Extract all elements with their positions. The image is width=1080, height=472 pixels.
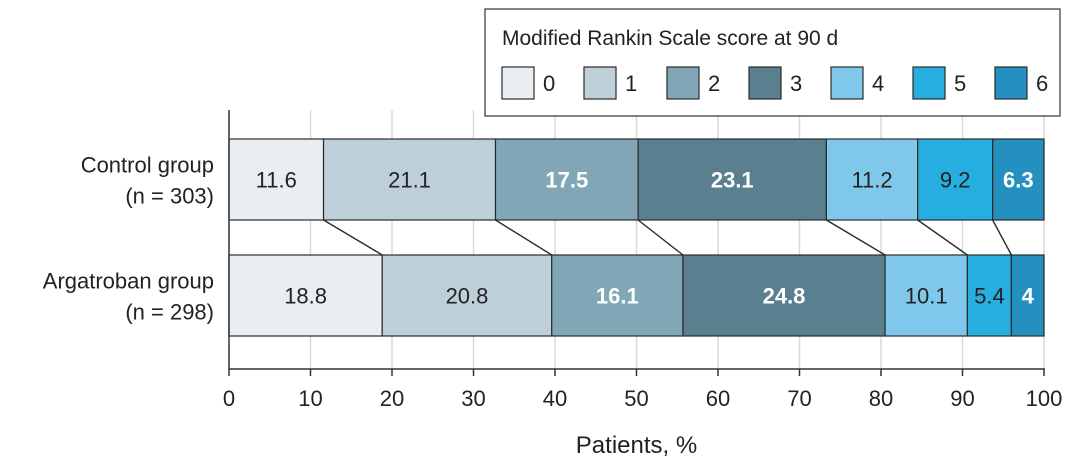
bar-value-label: 18.8 [284,284,327,309]
x-tick-label: 80 [869,386,893,411]
bar-value-label: 20.8 [446,284,489,309]
legend-label: 6 [1036,71,1048,96]
legend-swatch-4 [830,66,864,100]
legend-title: Modified Rankin Scale score at 90 d [502,27,838,50]
legend-swatch-3 [748,66,782,100]
x-tick-label: 100 [1026,386,1063,411]
x-tick-label: 40 [543,386,567,411]
bar-value-label: 21.1 [388,168,431,193]
legend-box [484,8,1061,117]
legend-swatch-0 [501,66,535,100]
legend-label: 2 [708,71,720,96]
x-tick-label: 50 [624,386,648,411]
bars: 11.6 21.1 17.5 23.1 11.2 9.2 6.3 18.8 20.8 16.1 24… [228,138,1045,337]
x-tick-label: 10 [298,386,322,411]
connector-line [637,219,684,256]
bar-value-label: 11.2 [851,168,892,193]
legend-swatch-1 [583,66,617,100]
legend-label: 0 [543,71,555,96]
x-tick-label: 90 [950,386,974,411]
bar-value-label: 4 [1022,284,1035,309]
connector-line [826,219,886,256]
connector-lines [323,219,1013,256]
legend-label: 5 [954,71,966,96]
bar-value-label: 16.1 [596,284,639,309]
connector-line [992,219,1013,256]
connector-line [495,219,553,256]
bar-value-label: 17.5 [545,168,588,193]
bar-value-label: 24.8 [763,284,806,309]
group-label-n: (n = 303) [125,184,214,209]
bar-segment-score-1 [381,254,553,337]
x-tick-label: 70 [787,386,811,411]
bar-value-label: 11.6 [256,168,297,193]
bar-segment-score-6 [992,138,1045,221]
bar-segment-score-6 [1010,254,1045,337]
bar-value-label: 5.4 [974,284,1005,309]
x-tick-label: 60 [706,386,730,411]
x-tick-label: 0 [223,386,235,411]
x-tick-label: 20 [380,386,404,411]
bar-value-label: 9.2 [940,168,971,193]
bar-segment-score-5 [917,138,994,221]
bar-segment-score-1 [322,138,497,221]
legend-label: 3 [790,71,802,96]
bar-segment-score-2 [551,254,684,337]
connector-line [323,219,383,256]
connector-line [917,219,968,256]
legend-swatch-2 [666,66,700,100]
bar-segment-score-4 [884,254,968,337]
legend-label: 4 [872,71,884,96]
legend-swatch-6 [994,66,1028,100]
group-label-name: Control group [81,153,214,178]
legend-swatch-5 [912,66,946,100]
bar-segment-score-5 [966,254,1013,337]
legend-label: 1 [625,71,637,96]
x-axis-title: Patients, % [576,432,697,459]
x-axis: 0 10 20 30 40 50 60 70 80 90 100 [223,110,1062,411]
group-label-name: Argatroban group [43,269,214,294]
bar-segment-score-4 [825,138,919,221]
bar-segment-score-3 [637,138,827,221]
group-label-n: (n = 298) [125,300,214,325]
bar-value-label: 10.1 [905,284,948,309]
bar-segment-score-0 [228,254,383,337]
legend: Modified Rankin Scale score at 90 d 0 1 2 3… [484,8,1061,117]
bar-value-label: 23.1 [711,168,754,193]
bar-segment-score-2 [494,138,639,221]
x-tick-label: 30 [461,386,485,411]
legend-items: 0 1 2 3 4 5 6 [501,66,1048,100]
bar-segment-score-3 [682,254,886,337]
bar-value-label: 6.3 [1003,168,1034,193]
group-labels: Control group (n = 303) Argatroban group (n… [43,153,214,325]
